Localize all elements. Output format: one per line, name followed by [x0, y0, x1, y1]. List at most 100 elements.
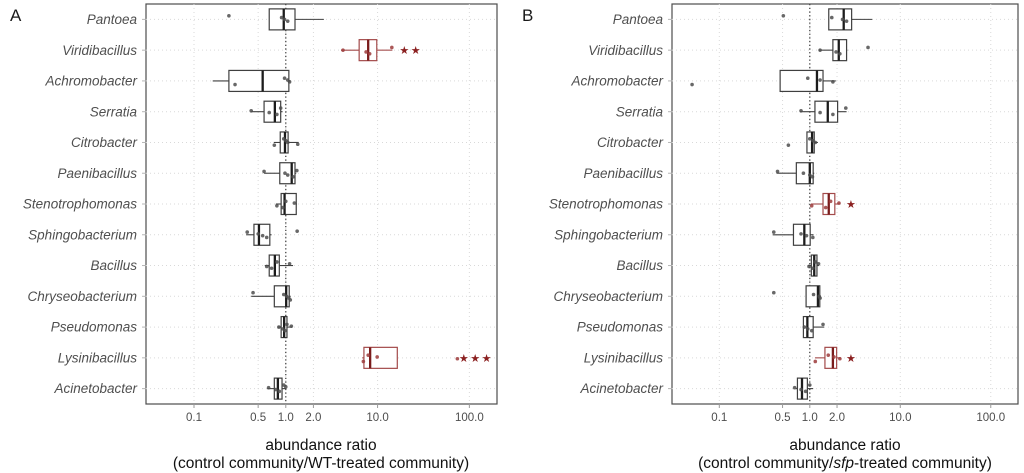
panel-B: 0.1 0.5 1.0 2.0 10.0 100.0 Pantoea Viridibacill… — [522, 3, 1019, 472]
genus-label: Acinetobacter — [579, 381, 663, 396]
boxplot-viridibacillus: ★★ — [341, 39, 422, 62]
data-point — [285, 322, 289, 327]
data-point — [802, 325, 807, 329]
boxplot-sphingobacterium — [771, 223, 815, 246]
data-point — [837, 201, 841, 205]
boxplot-chryseobacterium — [251, 285, 293, 308]
data-point — [283, 171, 287, 176]
data-point — [233, 82, 237, 87]
data-point — [264, 264, 269, 269]
data-point — [251, 290, 255, 295]
data-point — [840, 17, 845, 22]
data-point — [390, 45, 394, 50]
data-point — [287, 80, 292, 84]
boxplot-chryseobacterium — [771, 285, 822, 308]
genus-label: Citrobacter — [597, 135, 664, 150]
data-point — [264, 235, 269, 240]
data-point — [803, 389, 808, 394]
data-point — [283, 328, 287, 333]
significance-stars: ★★ — [399, 44, 422, 57]
data-point — [283, 385, 288, 389]
box — [824, 346, 838, 369]
box — [263, 100, 282, 123]
box — [779, 69, 824, 93]
data-point — [818, 296, 822, 300]
data-point — [816, 261, 821, 266]
data-point — [813, 260, 818, 264]
x-tick-label: 0.5 — [775, 412, 791, 424]
data-point — [771, 290, 776, 295]
genus-label: Lysinibacillus — [58, 350, 138, 365]
genus-label: Chryseobacterium — [553, 289, 663, 304]
data-point — [275, 260, 279, 264]
x-axis-subtitle: (control community/sfp-treated community… — [698, 455, 992, 472]
genus-label: Pseudomonas — [51, 320, 138, 335]
data-point — [277, 325, 281, 329]
data-point — [275, 112, 279, 117]
data-point — [279, 15, 284, 20]
boxplot-viridibacillus — [818, 39, 870, 62]
data-point — [269, 266, 274, 271]
data-point — [811, 292, 816, 297]
data-point — [267, 110, 272, 115]
data-point — [826, 353, 831, 357]
data-point — [807, 264, 811, 269]
significance-stars: ★★★ — [459, 352, 493, 365]
data-point — [818, 78, 822, 82]
data-point — [292, 201, 297, 205]
data-point — [260, 233, 265, 238]
x-tick-label: 10.0 — [366, 412, 388, 424]
data-point — [813, 359, 818, 364]
boxplot-stenotrophomonas: ★ — [809, 192, 856, 216]
data-point — [792, 385, 797, 390]
boxplot-lysinibacillus: ★★★ — [361, 346, 493, 369]
genus-label: Acinetobacter — [53, 381, 137, 396]
data-point — [366, 353, 370, 357]
data-point — [807, 137, 812, 141]
boxplot-pseudomonas — [802, 315, 825, 339]
x-tick-label: 2.0 — [305, 412, 321, 424]
data-point — [281, 292, 286, 297]
data-point — [811, 266, 815, 271]
panel-letter: B — [522, 6, 533, 25]
data-point — [361, 359, 366, 364]
data-point — [256, 232, 260, 236]
data-point — [786, 143, 791, 147]
genus-label: Stenotrophomonas — [549, 197, 663, 212]
boxplot-achromobacter — [690, 69, 836, 93]
data-point — [823, 205, 828, 210]
data-point — [799, 108, 803, 113]
boxplot-citrobacter — [272, 131, 300, 154]
data-point — [813, 140, 818, 145]
data-point — [838, 356, 842, 361]
boxplot-stenotrophomonas — [275, 192, 297, 216]
genus-label: Chryseobacterium — [27, 289, 137, 304]
boxplot-paenibacillus — [775, 162, 815, 185]
data-point — [844, 106, 848, 110]
data-point — [282, 17, 287, 22]
box — [228, 69, 290, 93]
data-point — [832, 355, 836, 359]
genus-label: Bacillus — [90, 258, 137, 273]
boxplot-pantoea — [781, 8, 873, 31]
genus-label: Viridibacillus — [588, 43, 663, 58]
data-point — [771, 230, 776, 234]
genus-label: Serratia — [90, 104, 138, 119]
data-point — [291, 175, 295, 179]
x-axis-subtitle: (control community/WT-treated community) — [173, 455, 469, 472]
x-tick-label: 100.0 — [455, 412, 484, 424]
data-point — [285, 19, 290, 23]
data-point — [262, 169, 266, 174]
genus-label: Serratia — [616, 104, 664, 119]
data-point — [367, 51, 372, 56]
data-point — [281, 205, 285, 210]
genus-label: Viridibacillus — [62, 43, 137, 58]
genus-label: Achromobacter — [44, 74, 137, 89]
data-point — [278, 106, 283, 110]
genus-label: Sphingobacterium — [28, 227, 137, 242]
data-point — [799, 387, 803, 392]
boxplot-pseudomonas — [277, 315, 294, 339]
genus-label: Bacillus — [616, 258, 663, 273]
